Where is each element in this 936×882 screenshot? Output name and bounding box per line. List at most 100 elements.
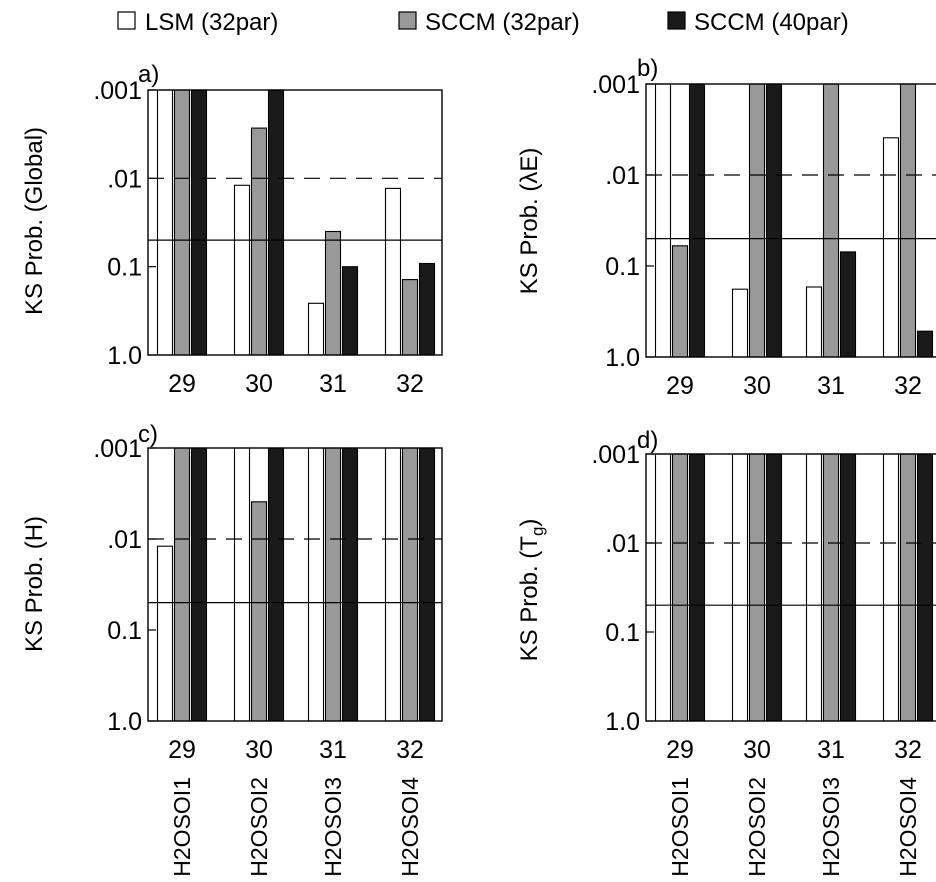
legend-label-sccm-32par: SCCM (32par) bbox=[425, 9, 580, 36]
y-tick-label-b-1: .01 bbox=[605, 162, 640, 190]
bar-b-lsm-32par-30 bbox=[731, 288, 749, 358]
x-category-label-c-4: H2OSOI4 bbox=[397, 777, 423, 877]
x-tick-label-c-30: 30 bbox=[245, 736, 273, 764]
bar-b-sccm-40par-29 bbox=[688, 83, 706, 358]
y-tick-label-d-1: .01 bbox=[605, 530, 640, 558]
bar-c-sccm-40par-31 bbox=[341, 447, 359, 722]
y-tick-label-c-0: .001 bbox=[93, 435, 142, 463]
x-tick-label-a-29: 29 bbox=[168, 370, 196, 398]
bar-c-lsm-32par-31 bbox=[307, 447, 325, 722]
x-tick-label-b-31: 31 bbox=[817, 372, 845, 400]
x-category-label-d-3: H2OSOI3 bbox=[818, 777, 844, 877]
bar-b-sccm-32par-30 bbox=[748, 83, 766, 358]
panel-c-y-axis-title: KS Prob. (H) bbox=[21, 516, 48, 652]
bar-b-sccm-40par-30 bbox=[765, 83, 783, 358]
panel-d-y-axis-title-subscript: g bbox=[528, 527, 547, 536]
y-tick-label-c-3: 1.0 bbox=[107, 708, 142, 736]
plot-frame-b bbox=[645, 83, 936, 358]
y-tick-label-d-2: 0.1 bbox=[605, 619, 640, 647]
bar-b-sccm-40par-32 bbox=[916, 330, 934, 358]
panel-b-label: b) bbox=[637, 55, 658, 82]
bar-b-lsm-32par-29 bbox=[654, 83, 672, 358]
bar-c-lsm-32par-30 bbox=[233, 447, 251, 722]
panel-a: a) KS Prob. (Global) .001 .01 0.1 1.0 29 30 31… bbox=[21, 61, 443, 398]
bar-d-sccm-32par-31 bbox=[822, 453, 840, 722]
y-tick-label-b-3: 1.0 bbox=[605, 344, 640, 372]
bar-a-sccm-40par-29 bbox=[190, 89, 208, 356]
panel-d-y-axis-title-main: KS Prob. (T bbox=[516, 536, 543, 662]
bar-a-sccm-32par-29 bbox=[173, 89, 191, 356]
bar-b-lsm-32par-32 bbox=[882, 137, 900, 358]
bar-a-sccm-32par-32 bbox=[401, 279, 419, 356]
bar-a-sccm-40par-31 bbox=[341, 266, 359, 356]
x-tick-label-b-29: 29 bbox=[666, 372, 694, 400]
legend-label-sccm-40par: SCCM (40par) bbox=[694, 9, 849, 36]
plot-frame-a bbox=[147, 89, 443, 356]
bar-d-sccm-40par-30 bbox=[765, 453, 783, 722]
legend-swatch-sccm-32par bbox=[398, 11, 417, 30]
y-tick-label-a-0: .001 bbox=[93, 77, 142, 105]
x-tick-label-c-32: 32 bbox=[396, 736, 424, 764]
x-tick-label-d-30: 30 bbox=[743, 736, 771, 764]
legend-swatch-sccm-40par bbox=[667, 11, 686, 30]
panel-d-label: d) bbox=[637, 427, 658, 454]
y-tick-label-d-3: 1.0 bbox=[605, 708, 640, 736]
y-tick-label-a-1: .01 bbox=[107, 165, 142, 193]
x-category-label-d-1: H2OSOI1 bbox=[667, 777, 693, 877]
bar-c-sccm-40par-30 bbox=[267, 447, 285, 722]
x-tick-label-a-31: 31 bbox=[319, 370, 347, 398]
panel-a-plot-area: .001 .01 0.1 1.0 29 30 31 32 bbox=[93, 77, 443, 398]
panel-b-plot-area: .001 .01 0.1 1.0 29 30 31 32 bbox=[591, 71, 936, 400]
bar-b-sccm-32par-31 bbox=[822, 83, 840, 358]
panel-a-y-axis-title: KS Prob. (Global) bbox=[21, 127, 48, 315]
y-tick-label-d-0: .001 bbox=[591, 441, 640, 469]
panel-c-plot-area: .001 .01 0.1 1.0 29 30 31 32 H2OSOI1 H2OSOI2 H2OSO… bbox=[93, 435, 443, 877]
x-tick-label-b-32: 32 bbox=[894, 372, 922, 400]
bar-a-lsm-32par-32 bbox=[384, 187, 402, 356]
bar-b-sccm-32par-32 bbox=[899, 83, 917, 358]
bar-a-sccm-40par-30 bbox=[267, 89, 285, 356]
bar-d-lsm-32par-30 bbox=[731, 453, 749, 722]
bar-c-lsm-32par-32 bbox=[384, 447, 402, 722]
y-tick-label-c-2: 0.1 bbox=[107, 617, 142, 645]
plot-frame-d bbox=[645, 453, 936, 722]
x-category-label-c-1: H2OSOI1 bbox=[169, 777, 195, 877]
x-tick-label-a-30: 30 bbox=[245, 370, 273, 398]
x-category-label-d-4: H2OSOI4 bbox=[895, 777, 921, 877]
x-tick-label-d-31: 31 bbox=[817, 736, 845, 764]
y-tick-label-a-2: 0.1 bbox=[107, 254, 142, 282]
y-tick-label-a-3: 1.0 bbox=[107, 342, 142, 370]
y-tick-label-b-0: .001 bbox=[591, 71, 640, 99]
panel-b: b) KS Prob. (λE) .001 .01 0.1 1.0 29 30 31 32 bbox=[516, 55, 936, 400]
panel-a-label: a) bbox=[138, 61, 159, 88]
bar-a-lsm-32par-30 bbox=[233, 184, 251, 356]
x-tick-label-c-29: 29 bbox=[168, 736, 196, 764]
panel-c: c) KS Prob. (H) .001 .01 0.1 1.0 29 30 31 32 H2O… bbox=[21, 421, 443, 877]
bar-b-sccm-40par-31 bbox=[839, 251, 857, 358]
panel-d-plot-area: .001 .01 0.1 1.0 29 30 31 32 H2OSOI1 H2OSOI2 H2OSO… bbox=[591, 441, 936, 877]
bar-d-sccm-40par-32 bbox=[916, 453, 934, 722]
x-tick-label-d-29: 29 bbox=[666, 736, 694, 764]
bar-d-sccm-40par-29 bbox=[688, 453, 706, 722]
bar-d-lsm-32par-32 bbox=[882, 453, 900, 722]
bar-c-sccm-32par-30 bbox=[250, 501, 268, 722]
x-tick-label-d-32: 32 bbox=[894, 736, 922, 764]
legend-swatch-lsm-32par bbox=[117, 11, 136, 30]
bar-d-lsm-32par-31 bbox=[805, 453, 823, 722]
bar-c-sccm-40par-29 bbox=[190, 447, 208, 722]
x-category-label-d-2: H2OSOI2 bbox=[744, 777, 770, 877]
bar-a-lsm-32par-31 bbox=[307, 302, 325, 356]
panel-c-label: c) bbox=[138, 421, 158, 448]
x-category-label-c-3: H2OSOI3 bbox=[320, 777, 346, 877]
bar-a-sccm-40par-32 bbox=[418, 262, 436, 356]
bar-d-lsm-32par-29 bbox=[654, 453, 672, 722]
bar-b-sccm-32par-29 bbox=[671, 245, 689, 358]
bar-d-sccm-40par-31 bbox=[839, 453, 857, 722]
panel-d-y-axis-title-close: ) bbox=[516, 519, 543, 527]
bar-d-sccm-32par-30 bbox=[748, 453, 766, 722]
bar-c-sccm-40par-32 bbox=[418, 447, 436, 722]
x-tick-label-a-32: 32 bbox=[396, 370, 424, 398]
legend-label-lsm-32par: LSM (32par) bbox=[145, 9, 278, 36]
bar-c-sccm-32par-29 bbox=[173, 447, 191, 722]
bar-a-sccm-32par-31 bbox=[324, 230, 342, 356]
